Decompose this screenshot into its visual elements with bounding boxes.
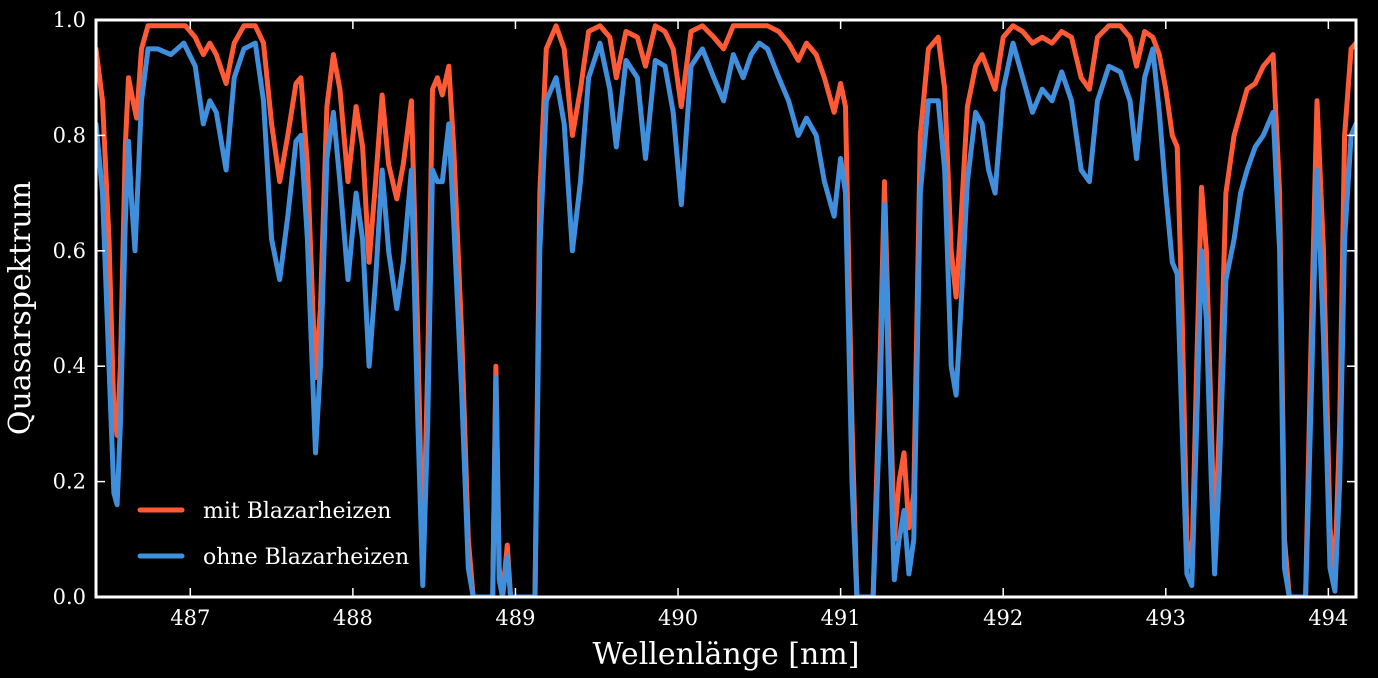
series-line-2 [96,40,1356,597]
x-tick-label: 487 [170,606,210,630]
x-tick-label: 488 [333,606,373,630]
x-tick-label: 490 [658,606,698,630]
y-tick-label: 0.2 [53,470,86,494]
series-layer [96,23,1356,597]
y-tick-label: 1.0 [53,8,86,32]
series-line-1 [96,23,1356,597]
x-tick-label: 493 [1146,606,1186,630]
legend-label-2: ohne Blazarheizen [203,545,409,570]
plot-frame [94,18,1358,599]
ticks-layer: 487 488 489 490 491 492 493 494 0.0 0.2 0.4 0.6 0.8 1… [53,8,1356,630]
y-tick-label: 0.6 [53,239,86,263]
y-axis-label: Quasarspektrum [3,181,38,435]
x-tick-label: 492 [983,606,1023,630]
legend-label-1: mit Blazarheizen [203,499,391,524]
y-tick-label: 0.4 [53,354,86,378]
x-tick-label: 491 [821,606,861,630]
x-axis-label: Wellenlänge [nm] [593,637,860,672]
x-tick-label: 489 [495,606,535,630]
legend: mit Blazarheizen ohne Blazarheizen [137,499,409,570]
x-tick-label: 494 [1308,606,1348,630]
y-tick-label: 0.8 [53,123,86,147]
y-tick-label: 0.0 [53,585,86,609]
